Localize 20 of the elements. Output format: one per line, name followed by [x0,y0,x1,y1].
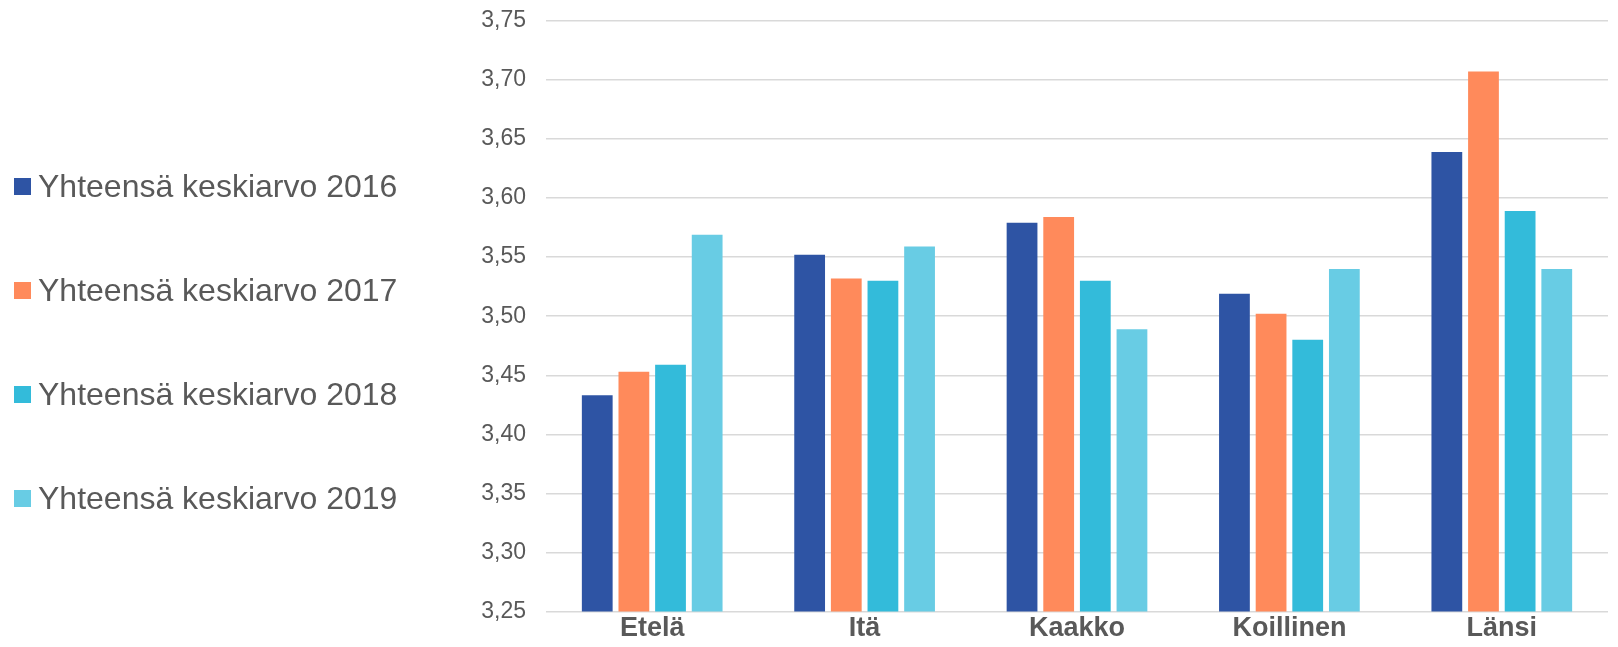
y-tick-label: 3,30 [481,537,526,564]
x-tick-label: Itä [848,612,882,643]
legend-label: Yhteensä keskiarvo 2016 [38,168,398,205]
y-tick-label: 3,65 [481,124,526,151]
y-tick-label: 3,50 [481,301,526,328]
legend-label: Yhteensä keskiarvo 2019 [38,480,398,517]
y-tick-label: 3,25 [481,596,526,623]
y-tick-label: 3,75 [481,6,526,33]
legend-label: Yhteensä keskiarvo 2017 [38,272,398,309]
y-tick-label: 3,45 [481,360,526,387]
y-tick-label: 3,55 [481,242,526,269]
y-tick-label: 3,70 [481,65,526,92]
x-tick-label: Koillinen [1232,612,1347,643]
y-tick-label: 3,35 [481,478,526,505]
y-tick-label: 3,60 [481,183,526,210]
legend-label: Yhteensä keskiarvo 2018 [38,376,398,413]
x-tick-label: Etelä [619,612,686,643]
y-tick-label: 3,40 [481,419,526,446]
x-tick-label: Länsi [1466,612,1538,643]
x-tick-label: Kaakko [1028,612,1126,643]
